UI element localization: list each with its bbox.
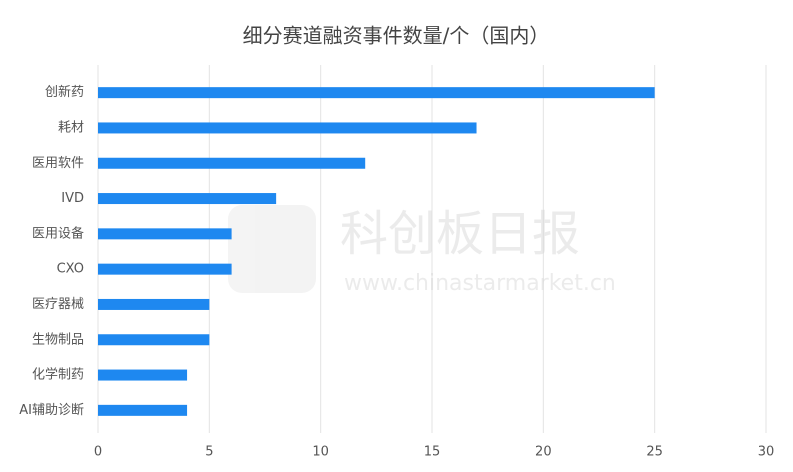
y-tick-label: 化学制药 [32,367,84,383]
y-tick-label: AI辅助诊断 [19,403,84,418]
bar [98,193,277,205]
watermark-name: 科创板日报 [340,206,580,262]
y-tick-label: 医用软件 [32,156,84,171]
y-tick-label: 医疗器械 [32,297,84,312]
x-tick-label: 10 [312,445,329,460]
x-tick-label: 20 [535,445,552,460]
y-tick-label: 耗材 [58,120,84,135]
bar [98,404,188,416]
bar [98,369,188,381]
bar [98,122,477,134]
y-tick-label: 创新药 [45,84,84,100]
y-tick-label: CXO [57,262,84,277]
bar [98,298,210,310]
x-tick-label: 25 [646,445,663,460]
bar [98,87,655,99]
watermark-url: www.chinastarmarket.cn [344,271,616,296]
y-tick-label: 医用设备 [32,225,84,241]
x-tick-label: 5 [205,445,213,460]
watermark: 科创板日报 www.chinastarmarket.cn [228,205,616,296]
bar [98,334,210,346]
chart-title: 细分赛道融资事件数量/个（国内） [243,24,550,48]
bar [98,263,232,275]
x-tick-label: 0 [94,445,102,460]
y-tick-label: IVD [61,191,84,206]
bar [98,228,232,240]
watermark-logo [228,205,316,293]
x-tick-label: 15 [424,445,441,460]
bar [98,157,366,169]
y-tick-label: 生物制品 [32,332,84,347]
x-tick-label: 30 [758,445,775,460]
